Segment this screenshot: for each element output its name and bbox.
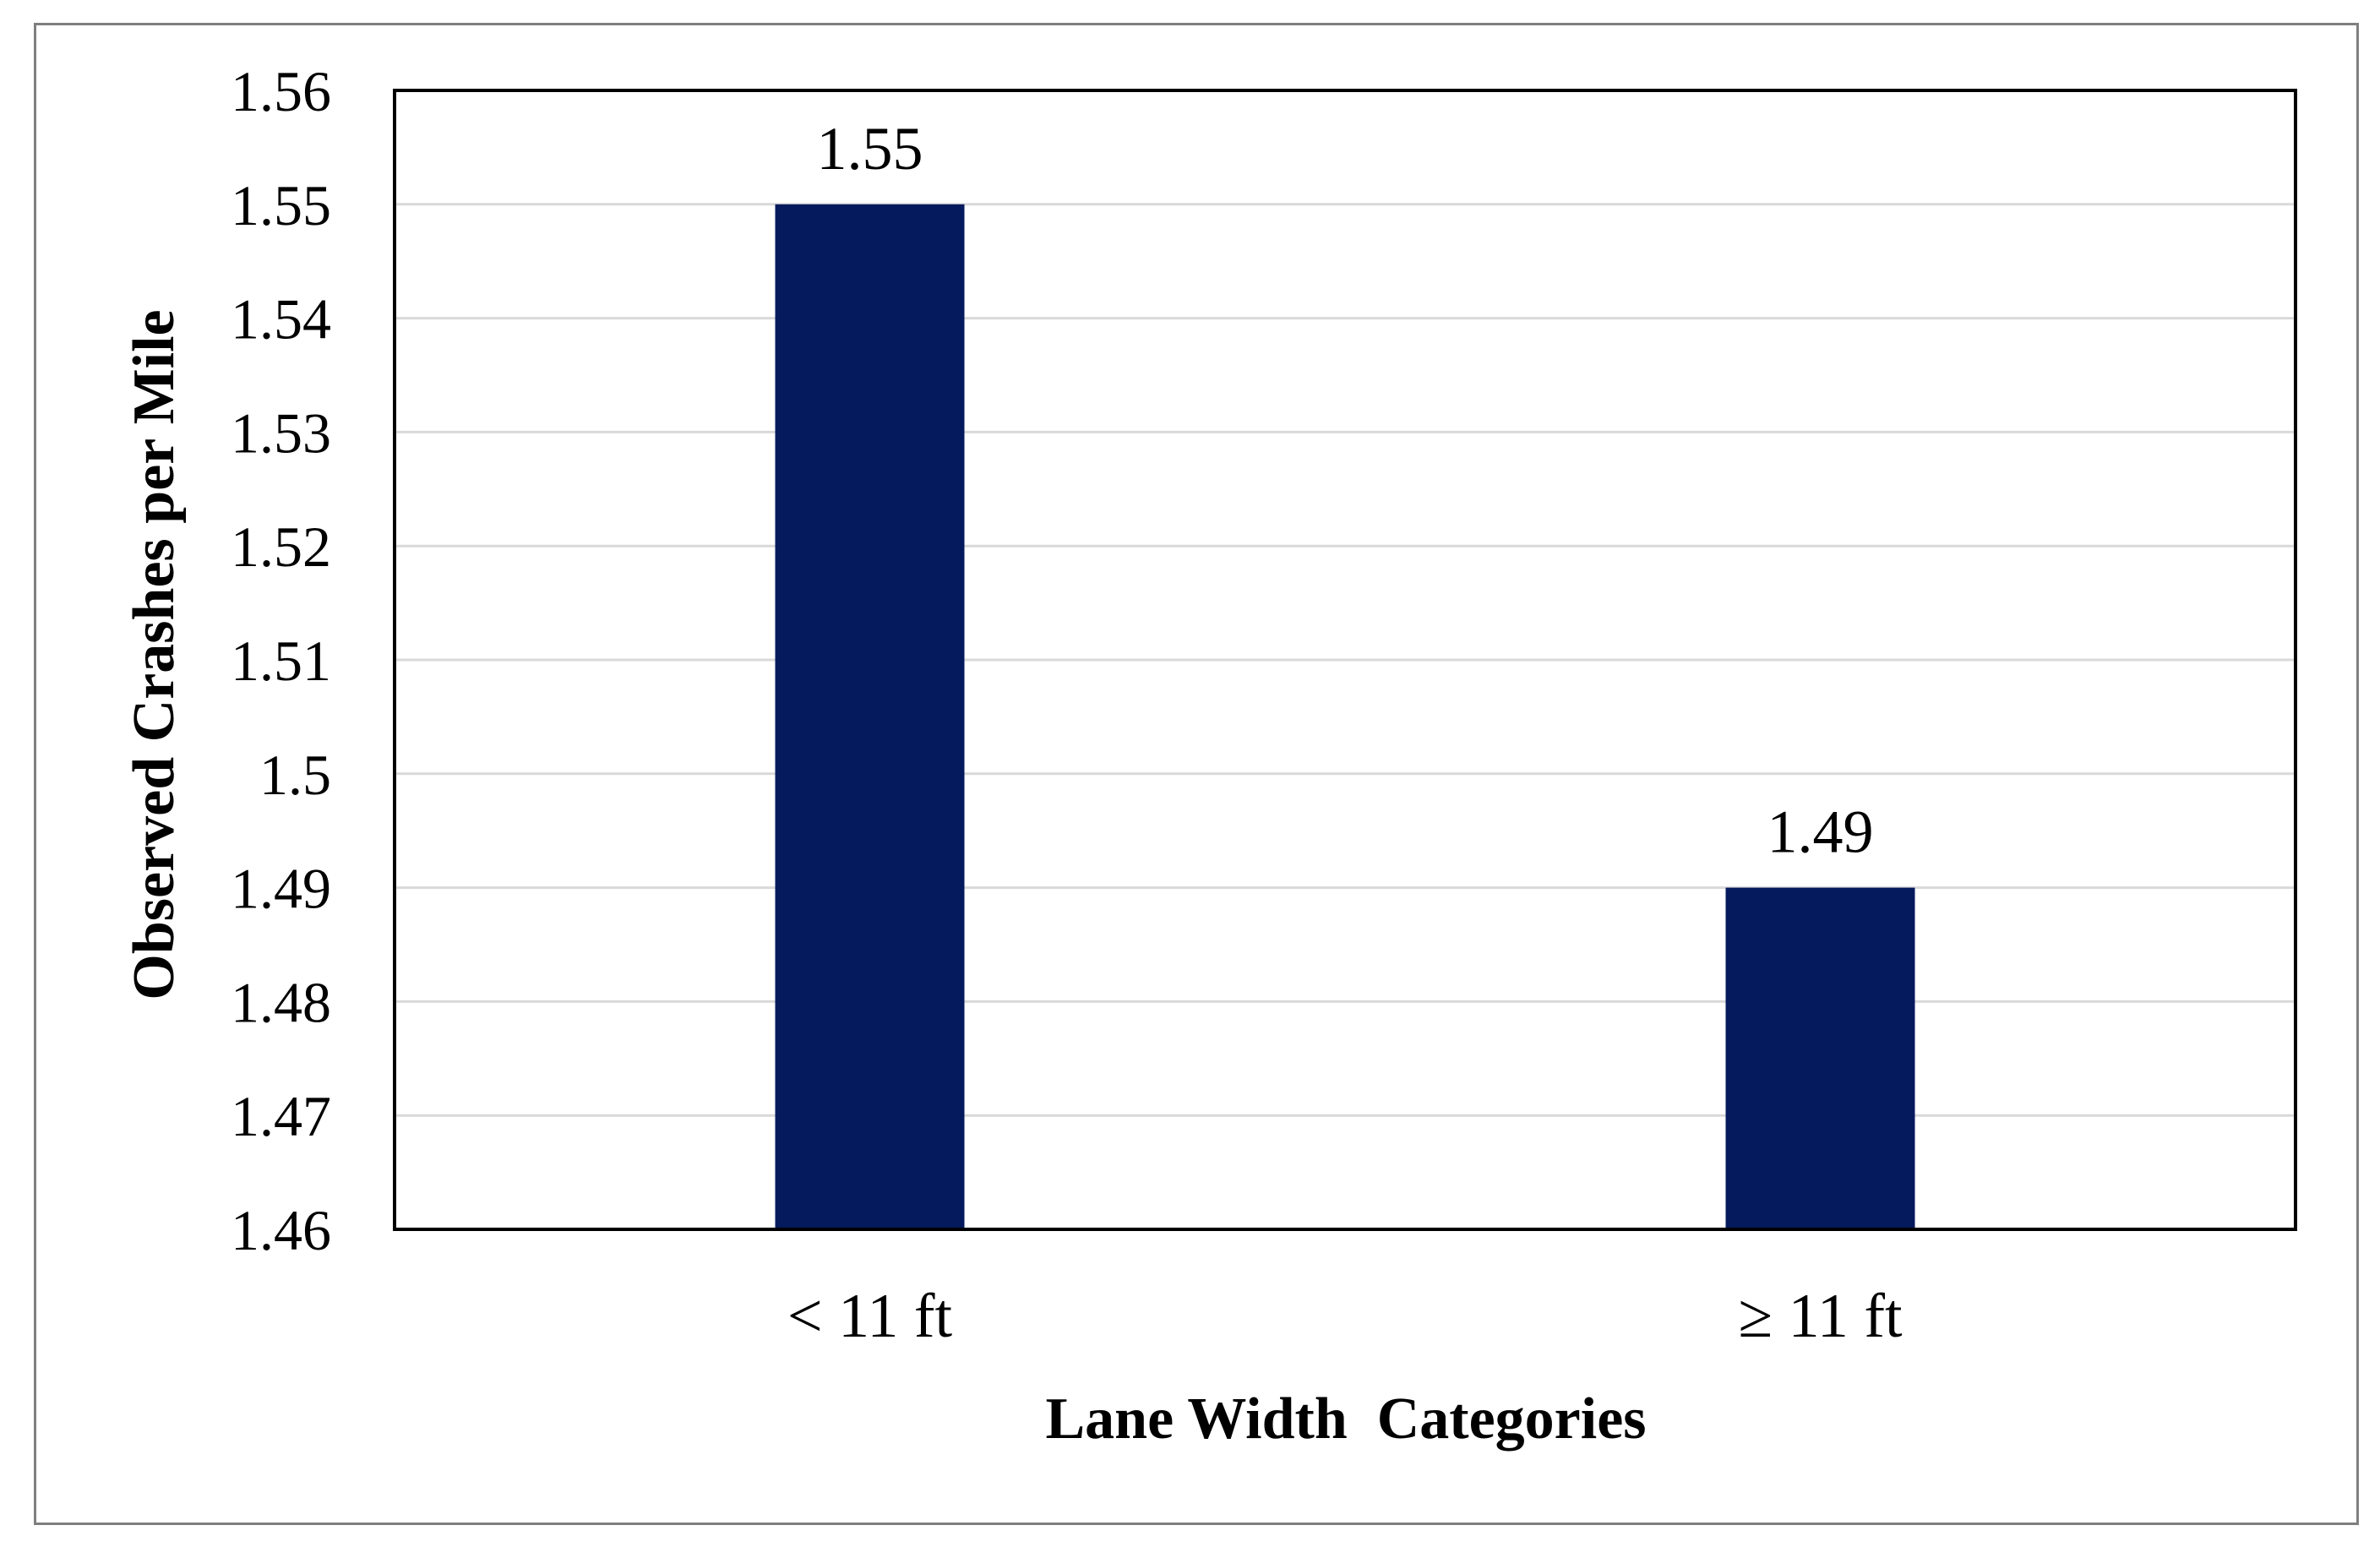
bar — [775, 204, 965, 1229]
y-tick-label: 1.53 — [231, 400, 331, 465]
y-tick-label: 1.51 — [231, 629, 331, 693]
x-axis-category-labels: < 11 ft ≥ 11 ft — [787, 1282, 1903, 1351]
y-tick-label: 1.49 — [231, 857, 331, 921]
y-tick-label: 1.56 — [231, 59, 331, 123]
gridlines — [395, 89, 2296, 1231]
x-category-label: ≥ 11 ft — [1738, 1282, 1903, 1351]
data-labels: 1.55 1.49 — [817, 115, 1874, 866]
bar-value-label: 1.49 — [1767, 798, 1874, 866]
y-tick-label: 1.47 — [231, 1084, 331, 1148]
bar-value-label: 1.55 — [817, 115, 923, 182]
y-tick-label: 1.46 — [231, 1198, 331, 1262]
y-tick-label: 1.48 — [231, 970, 331, 1034]
y-tick-label: 1.5 — [259, 743, 331, 807]
x-axis-title: Lane Width Categories — [1045, 1386, 1646, 1452]
y-axis-tick-labels: 1.46 1.47 1.48 1.49 1.5 1.51 1.52 1.53 1.54 1.55 1… — [231, 59, 331, 1262]
y-tick-label: 1.52 — [231, 515, 331, 579]
y-tick-label: 1.55 — [231, 173, 331, 237]
y-axis-title: Observed Crashes per Mile — [122, 309, 187, 1000]
y-tick-label: 1.54 — [231, 287, 331, 351]
plot-area-border — [393, 89, 2297, 1231]
bars — [775, 204, 1915, 1229]
x-category-label: < 11 ft — [787, 1282, 953, 1351]
bar — [1725, 887, 1915, 1229]
